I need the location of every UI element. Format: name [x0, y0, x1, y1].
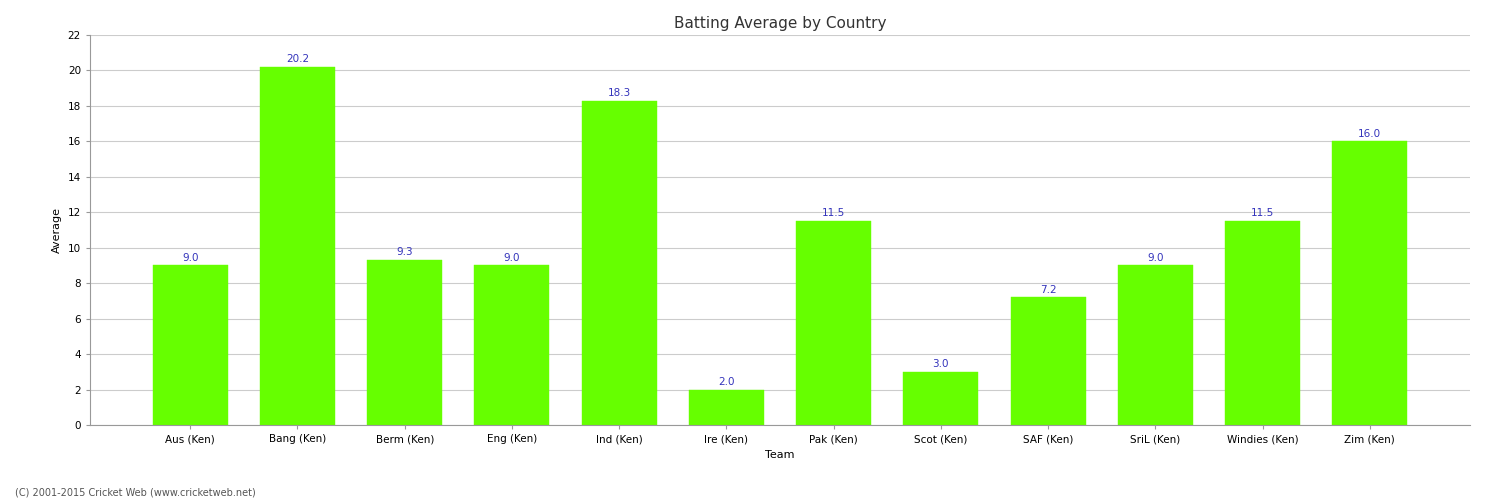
Text: 9.0: 9.0 — [1148, 253, 1164, 263]
Bar — [1118, 266, 1192, 425]
Bar — [796, 221, 871, 425]
Bar — [903, 372, 978, 425]
Text: (C) 2001-2015 Cricket Web (www.cricketweb.net): (C) 2001-2015 Cricket Web (www.cricketwe… — [15, 488, 255, 498]
Text: 18.3: 18.3 — [608, 88, 631, 98]
Bar — [1332, 142, 1407, 425]
Bar — [1011, 298, 1086, 425]
Bar — [688, 390, 764, 425]
Text: 2.0: 2.0 — [718, 377, 735, 387]
Bar — [474, 266, 549, 425]
Bar — [153, 266, 228, 425]
Bar — [1226, 221, 1300, 425]
Text: 16.0: 16.0 — [1358, 128, 1382, 138]
Y-axis label: Average: Average — [53, 207, 62, 253]
Title: Batting Average by Country: Batting Average by Country — [674, 16, 886, 31]
Text: 7.2: 7.2 — [1040, 284, 1056, 294]
Text: 20.2: 20.2 — [286, 54, 309, 64]
Bar — [582, 100, 657, 425]
Text: 9.3: 9.3 — [396, 248, 412, 258]
Text: 3.0: 3.0 — [933, 359, 950, 369]
X-axis label: Team: Team — [765, 450, 795, 460]
Bar — [368, 260, 442, 425]
Text: 11.5: 11.5 — [822, 208, 844, 218]
Text: 9.0: 9.0 — [504, 253, 520, 263]
Text: 11.5: 11.5 — [1251, 208, 1274, 218]
Text: 9.0: 9.0 — [182, 253, 198, 263]
Bar — [260, 67, 334, 425]
